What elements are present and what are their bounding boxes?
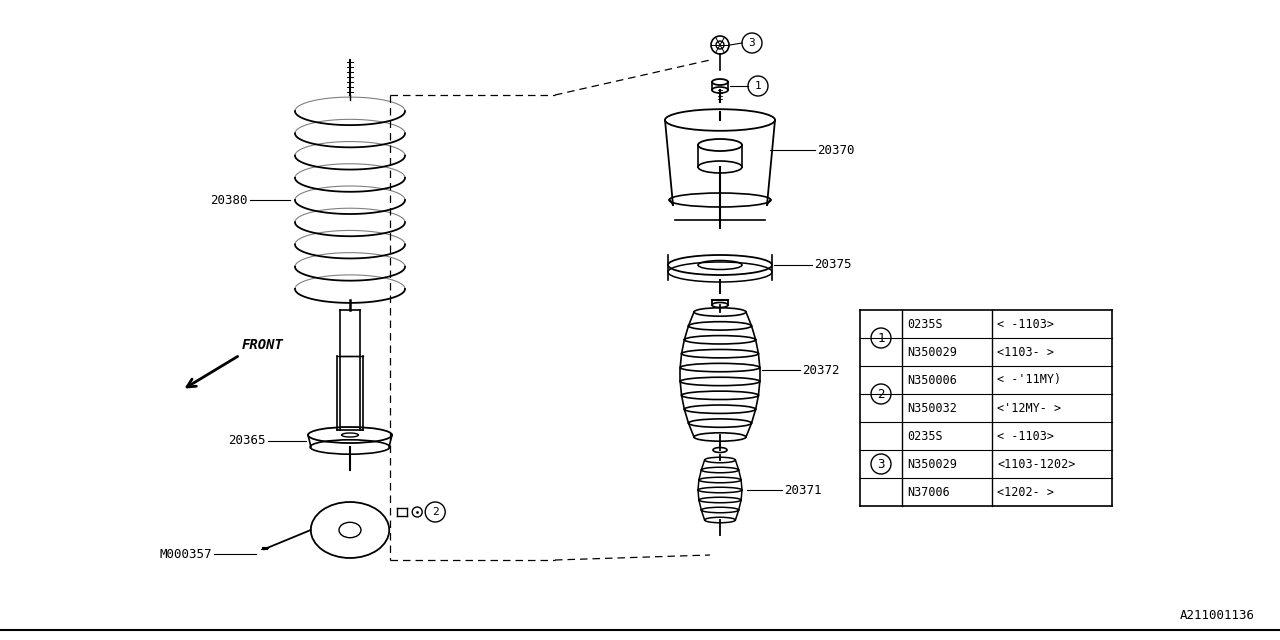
Text: 2: 2 <box>431 507 439 517</box>
Text: N350032: N350032 <box>908 401 957 415</box>
Text: 2: 2 <box>877 387 884 401</box>
Text: N37006: N37006 <box>908 486 950 499</box>
Text: N350029: N350029 <box>908 346 957 358</box>
Text: < -1103>: < -1103> <box>997 317 1053 330</box>
Text: 3: 3 <box>749 38 755 48</box>
Text: <1202- >: <1202- > <box>997 486 1053 499</box>
Text: 1: 1 <box>755 81 762 91</box>
Text: 0235S: 0235S <box>908 429 942 442</box>
Text: <1103-1202>: <1103-1202> <box>997 458 1075 470</box>
Text: < -'11MY): < -'11MY) <box>997 374 1061 387</box>
Text: N350029: N350029 <box>908 458 957 470</box>
Text: < -1103>: < -1103> <box>997 429 1053 442</box>
Text: <'12MY- >: <'12MY- > <box>997 401 1061 415</box>
Text: 20365: 20365 <box>229 435 266 447</box>
Text: 20372: 20372 <box>803 364 840 376</box>
Text: FRONT: FRONT <box>242 338 284 352</box>
Text: N350006: N350006 <box>908 374 957 387</box>
Text: 20371: 20371 <box>783 483 822 497</box>
Text: <1103- >: <1103- > <box>997 346 1053 358</box>
Text: 3: 3 <box>877 458 884 470</box>
Text: 1: 1 <box>877 332 884 344</box>
Text: 20375: 20375 <box>814 259 851 271</box>
Text: A211001136: A211001136 <box>1180 609 1254 622</box>
Text: 20380: 20380 <box>210 193 248 207</box>
Text: 0235S: 0235S <box>908 317 942 330</box>
Text: M000357: M000357 <box>160 548 212 561</box>
Text: 20370: 20370 <box>817 143 855 157</box>
